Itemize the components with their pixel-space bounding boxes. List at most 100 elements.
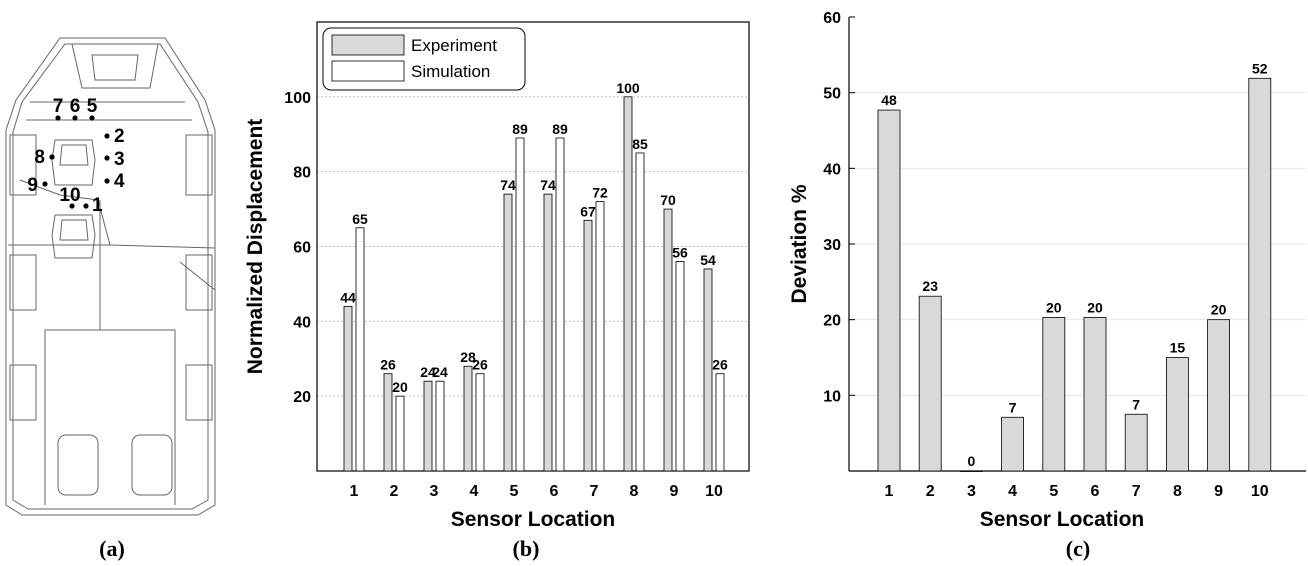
x-tick-label: 9 xyxy=(1214,483,1223,500)
sensor-label-9: 9 xyxy=(27,175,38,196)
y-tick-label: 80 xyxy=(293,165,311,182)
data-label-deviation-2: 23 xyxy=(922,278,938,294)
displacement-bar-chart: 2040608010044651262022424328264748957489… xyxy=(244,21,750,531)
sensor-dot-7 xyxy=(55,115,61,121)
x-tick-label: 3 xyxy=(430,483,439,500)
sensor-dot-3 xyxy=(104,155,110,161)
bar-experiment-4 xyxy=(463,365,473,472)
sensor-label-10: 10 xyxy=(59,185,80,206)
data-label-simulation-4: 26 xyxy=(472,357,488,373)
bar-simulation-7 xyxy=(595,201,605,472)
legend-label-experiment: Experiment xyxy=(411,36,497,55)
data-label-deviation-3: 0 xyxy=(968,453,976,469)
bar-deviation-2 xyxy=(918,295,942,472)
data-label-deviation-10: 52 xyxy=(1252,60,1268,76)
bar-simulation-4 xyxy=(475,373,485,472)
bar-simulation-10 xyxy=(715,373,725,472)
x-tick-label: 2 xyxy=(390,483,399,500)
data-label-deviation-7: 7 xyxy=(1132,396,1140,412)
y-tick-label: 100 xyxy=(284,90,311,107)
data-label-simulation-2: 20 xyxy=(392,379,408,395)
sensor-label-7: 7 xyxy=(53,96,64,117)
data-label-deviation-6: 20 xyxy=(1087,299,1103,315)
data-label-simulation-5: 89 xyxy=(512,121,528,137)
bar-experiment-10 xyxy=(703,268,713,472)
bar-deviation-9 xyxy=(1207,319,1230,472)
x-tick-label: 2 xyxy=(926,483,935,500)
x-tick-label: 5 xyxy=(1049,483,1058,500)
bar-experiment-8 xyxy=(623,96,633,472)
y-tick-label: 10 xyxy=(823,388,841,405)
x-tick-label: 4 xyxy=(1008,483,1017,500)
vehicle-floor-plan xyxy=(5,37,216,516)
bar-deviation-5 xyxy=(1042,316,1066,472)
y-tick-label: 40 xyxy=(293,314,311,331)
x-tick-label: 10 xyxy=(1251,483,1269,500)
data-label-experiment-7: 67 xyxy=(580,203,596,219)
bar-deviation-7 xyxy=(1124,413,1148,472)
sensor-label-3: 3 xyxy=(114,149,125,170)
sensor-dot-8 xyxy=(49,154,55,160)
data-label-deviation-4: 7 xyxy=(1009,399,1017,415)
sensor-label-2: 2 xyxy=(114,126,125,147)
bar-experiment-1 xyxy=(343,305,353,472)
legend-swatch-experiment xyxy=(331,34,405,56)
x-tick-label: 1 xyxy=(885,483,894,500)
x-axis-title: Sensor Location xyxy=(980,508,1145,531)
bar-simulation-9 xyxy=(675,261,685,472)
sensor-label-4: 4 xyxy=(114,171,125,192)
sensor-label-5: 5 xyxy=(87,96,98,117)
sensor-dot-1 xyxy=(83,203,89,209)
bar-simulation-3 xyxy=(435,380,445,472)
x-tick-label: 8 xyxy=(1173,483,1182,500)
bar-experiment-3 xyxy=(423,380,433,472)
y-tick-label: 50 xyxy=(823,86,841,103)
data-label-simulation-8: 85 xyxy=(632,136,648,152)
y-tick-label: 40 xyxy=(823,161,841,178)
x-tick-label: 5 xyxy=(510,483,519,500)
bar-deviation-10 xyxy=(1248,77,1272,472)
sensor-dot-6 xyxy=(72,115,78,121)
bar-experiment-5 xyxy=(503,193,513,472)
data-label-simulation-10: 26 xyxy=(712,357,728,373)
data-label-experiment-4: 28 xyxy=(460,349,476,365)
panel-label-c: (c) xyxy=(1066,536,1090,561)
x-tick-label: 6 xyxy=(1091,483,1100,500)
data-label-experiment-10: 54 xyxy=(700,252,716,268)
legend: Experiment Simulation xyxy=(322,27,526,91)
bar-deviation-3 xyxy=(960,470,983,472)
data-label-simulation-9: 56 xyxy=(672,244,688,260)
data-label-simulation-7: 72 xyxy=(592,185,608,201)
data-label-simulation-1: 65 xyxy=(352,211,368,227)
x-tick-label: 1 xyxy=(350,483,359,500)
y-tick-label: 20 xyxy=(293,389,311,406)
plot-frame xyxy=(316,21,750,472)
data-label-experiment-2: 26 xyxy=(380,357,396,373)
data-label-experiment-1: 44 xyxy=(340,289,356,305)
panel-label-a: (a) xyxy=(99,536,125,561)
y-tick-label: 60 xyxy=(823,10,841,27)
data-label-experiment-5: 74 xyxy=(500,177,516,193)
legend-label-simulation: Simulation xyxy=(411,62,490,81)
bar-deviation-6 xyxy=(1083,316,1107,472)
x-tick-label: 9 xyxy=(670,483,679,500)
bar-simulation-6 xyxy=(555,137,565,472)
x-axis-title: Sensor Location xyxy=(451,508,616,531)
bar-experiment-6 xyxy=(543,193,553,472)
sensor-dot-10 xyxy=(69,203,75,209)
data-label-deviation-5: 20 xyxy=(1046,299,1062,315)
bar-simulation-8 xyxy=(635,152,645,472)
sensor-label-8: 8 xyxy=(34,147,45,168)
bar-experiment-9 xyxy=(663,208,673,472)
y-tick-label: 20 xyxy=(823,313,841,330)
bar-simulation-2 xyxy=(395,395,405,472)
y-tick-label: 30 xyxy=(823,237,841,254)
data-label-simulation-3: 24 xyxy=(432,364,448,380)
y-axis-title: Deviation % xyxy=(788,184,811,303)
y-axis-title: Normalized Displacement xyxy=(244,119,267,375)
sensor-dot-2 xyxy=(104,133,110,139)
sensor-markers: 7 6 52 8 34 9 10 1 xyxy=(27,96,125,216)
data-label-experiment-8: 100 xyxy=(616,80,640,96)
data-label-deviation-1: 48 xyxy=(881,92,897,108)
data-label-deviation-9: 20 xyxy=(1211,302,1227,318)
